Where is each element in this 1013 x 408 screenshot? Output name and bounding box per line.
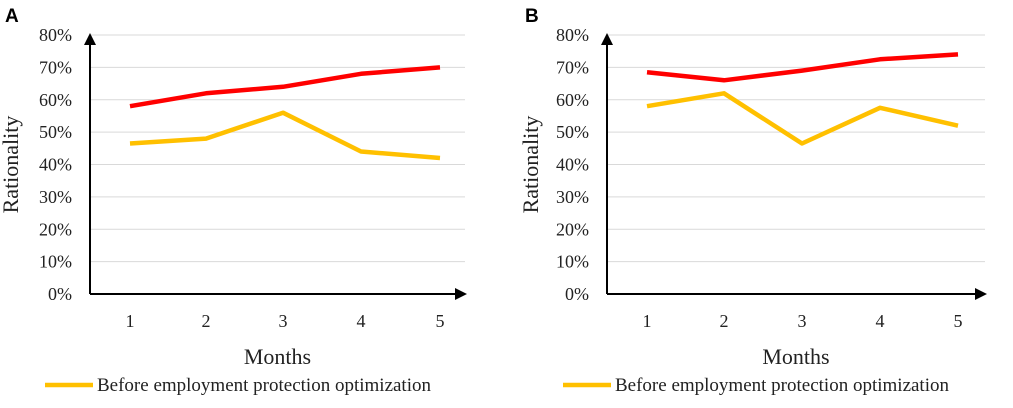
chart-1-y-tick-label: 20% xyxy=(556,219,589,239)
chart-1-x-tick-label: 5 xyxy=(954,311,963,331)
chart-1-x-axis-arrow xyxy=(975,288,987,300)
chart-1-y-tick-label: 70% xyxy=(556,57,589,77)
chart-1-y-tick-label: 60% xyxy=(556,90,589,110)
chart-0-y-axis-arrow xyxy=(84,33,96,45)
chart-1-y-axis-title: Rationality xyxy=(518,116,543,214)
chart-0-x-tick-label: 2 xyxy=(202,311,211,331)
chart-1-x-tick-label: 1 xyxy=(643,311,652,331)
chart-1-x-tick-label: 2 xyxy=(720,311,729,331)
chart-1-y-tick-label: 80% xyxy=(556,25,589,45)
chart-1-series-line-before xyxy=(646,91,959,146)
chart-1-x-tick-label: 4 xyxy=(876,311,885,331)
chart-0-x-axis-title: Months xyxy=(244,344,311,369)
chart-0-x-tick-label: 5 xyxy=(436,311,445,331)
chart-panel-a: A 0% 10% 20% 30% 40% 50% 60% 70% 80% 1 2 3 4 5 Rational… xyxy=(0,6,467,396)
chart-0-legend-label: Before employment protection optimizatio… xyxy=(97,375,431,396)
chart-1-y-tick-label: 30% xyxy=(556,187,589,207)
chart-0-x-tick-label: 4 xyxy=(357,311,366,331)
chart-0-series-line-before xyxy=(129,110,441,161)
chart-0-y-tick-label: 10% xyxy=(39,252,72,272)
chart-0-y-tick-label: 0% xyxy=(48,284,72,304)
chart-1-y-tick-label: 10% xyxy=(556,252,589,272)
chart-1-x-axis-title: Months xyxy=(762,344,829,369)
chart-panel-b: B 0% 10% 20% 30% 40% 50% 60% 70% 80% 1 2 3 4 5 Rational… xyxy=(518,6,987,396)
chart-0-y-tick-label: 70% xyxy=(39,57,72,77)
chart-1-panel-letter: B xyxy=(525,6,539,27)
chart-0-y-tick-label: 80% xyxy=(39,25,72,45)
chart-0-y-tick-label: 20% xyxy=(39,219,72,239)
chart-0-y-axis-title: Rationality xyxy=(0,116,23,214)
chart-0-x-tick-label: 3 xyxy=(279,311,288,331)
chart-1-y-tick-label: 40% xyxy=(556,155,589,175)
chart-0-y-tick-label: 60% xyxy=(39,90,72,110)
chart-1-x-tick-label: 3 xyxy=(798,311,807,331)
chart-1-y-axis-arrow xyxy=(601,33,613,45)
chart-1-legend-label: Before employment protection optimizatio… xyxy=(615,375,949,396)
chart-1-y-tick-label: 0% xyxy=(565,284,589,304)
chart-0-x-tick-label: 1 xyxy=(126,311,135,331)
chart-0-y-tick-label: 30% xyxy=(39,187,72,207)
chart-1-series-line-after xyxy=(646,52,959,83)
chart-0-y-tick-label: 50% xyxy=(39,122,72,142)
chart-0-y-tick-label: 40% xyxy=(39,155,72,175)
chart-0-panel-letter: A xyxy=(5,6,19,27)
chart-1-y-tick-label: 50% xyxy=(556,122,589,142)
chart-0-series-line-after xyxy=(129,65,441,109)
chart-0-x-axis-arrow xyxy=(455,288,467,300)
